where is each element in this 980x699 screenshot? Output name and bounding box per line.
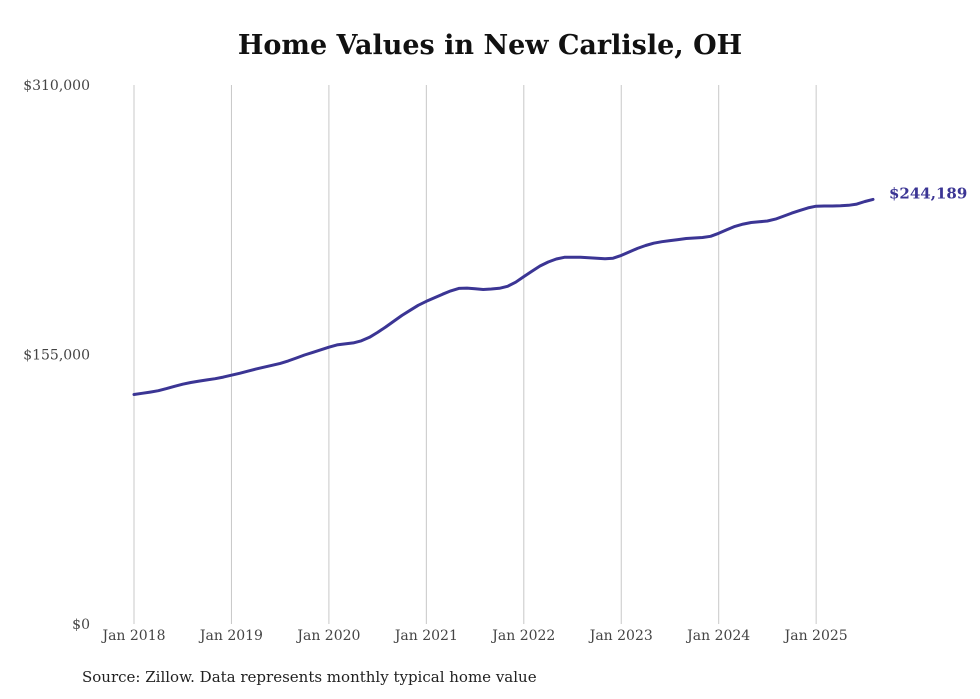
- x-tick-label: Jan 2019: [198, 628, 263, 644]
- x-tick-label: Jan 2022: [490, 628, 555, 644]
- x-tick-label: Jan 2024: [685, 628, 750, 644]
- x-tick-label: Jan 2025: [783, 628, 848, 644]
- end-value-label: $244,189: [889, 184, 967, 202]
- series-line: [132, 197, 875, 396]
- x-tick-label: Jan 2021: [393, 628, 458, 644]
- y-axis: $0 $155,000 $310,000: [23, 78, 90, 633]
- x-axis: Jan 2018 Jan 2019 Jan 2020 Jan 2021 Jan 2022…: [100, 628, 847, 644]
- gridlines: [133, 85, 817, 624]
- chart-title: Home Values in New Carlisle, OH: [237, 30, 743, 61]
- series-layer: $244,189: [132, 184, 967, 396]
- y-tick-label: $0: [72, 617, 90, 633]
- x-tick-label: Jan 2018: [100, 628, 165, 644]
- x-tick-label: Jan 2020: [295, 628, 360, 644]
- y-tick-label: $310,000: [23, 78, 90, 94]
- source-note: Source: Zillow. Data represents monthly …: [82, 668, 537, 686]
- x-tick-label: Jan 2023: [588, 628, 653, 644]
- y-tick-label: $155,000: [23, 348, 90, 364]
